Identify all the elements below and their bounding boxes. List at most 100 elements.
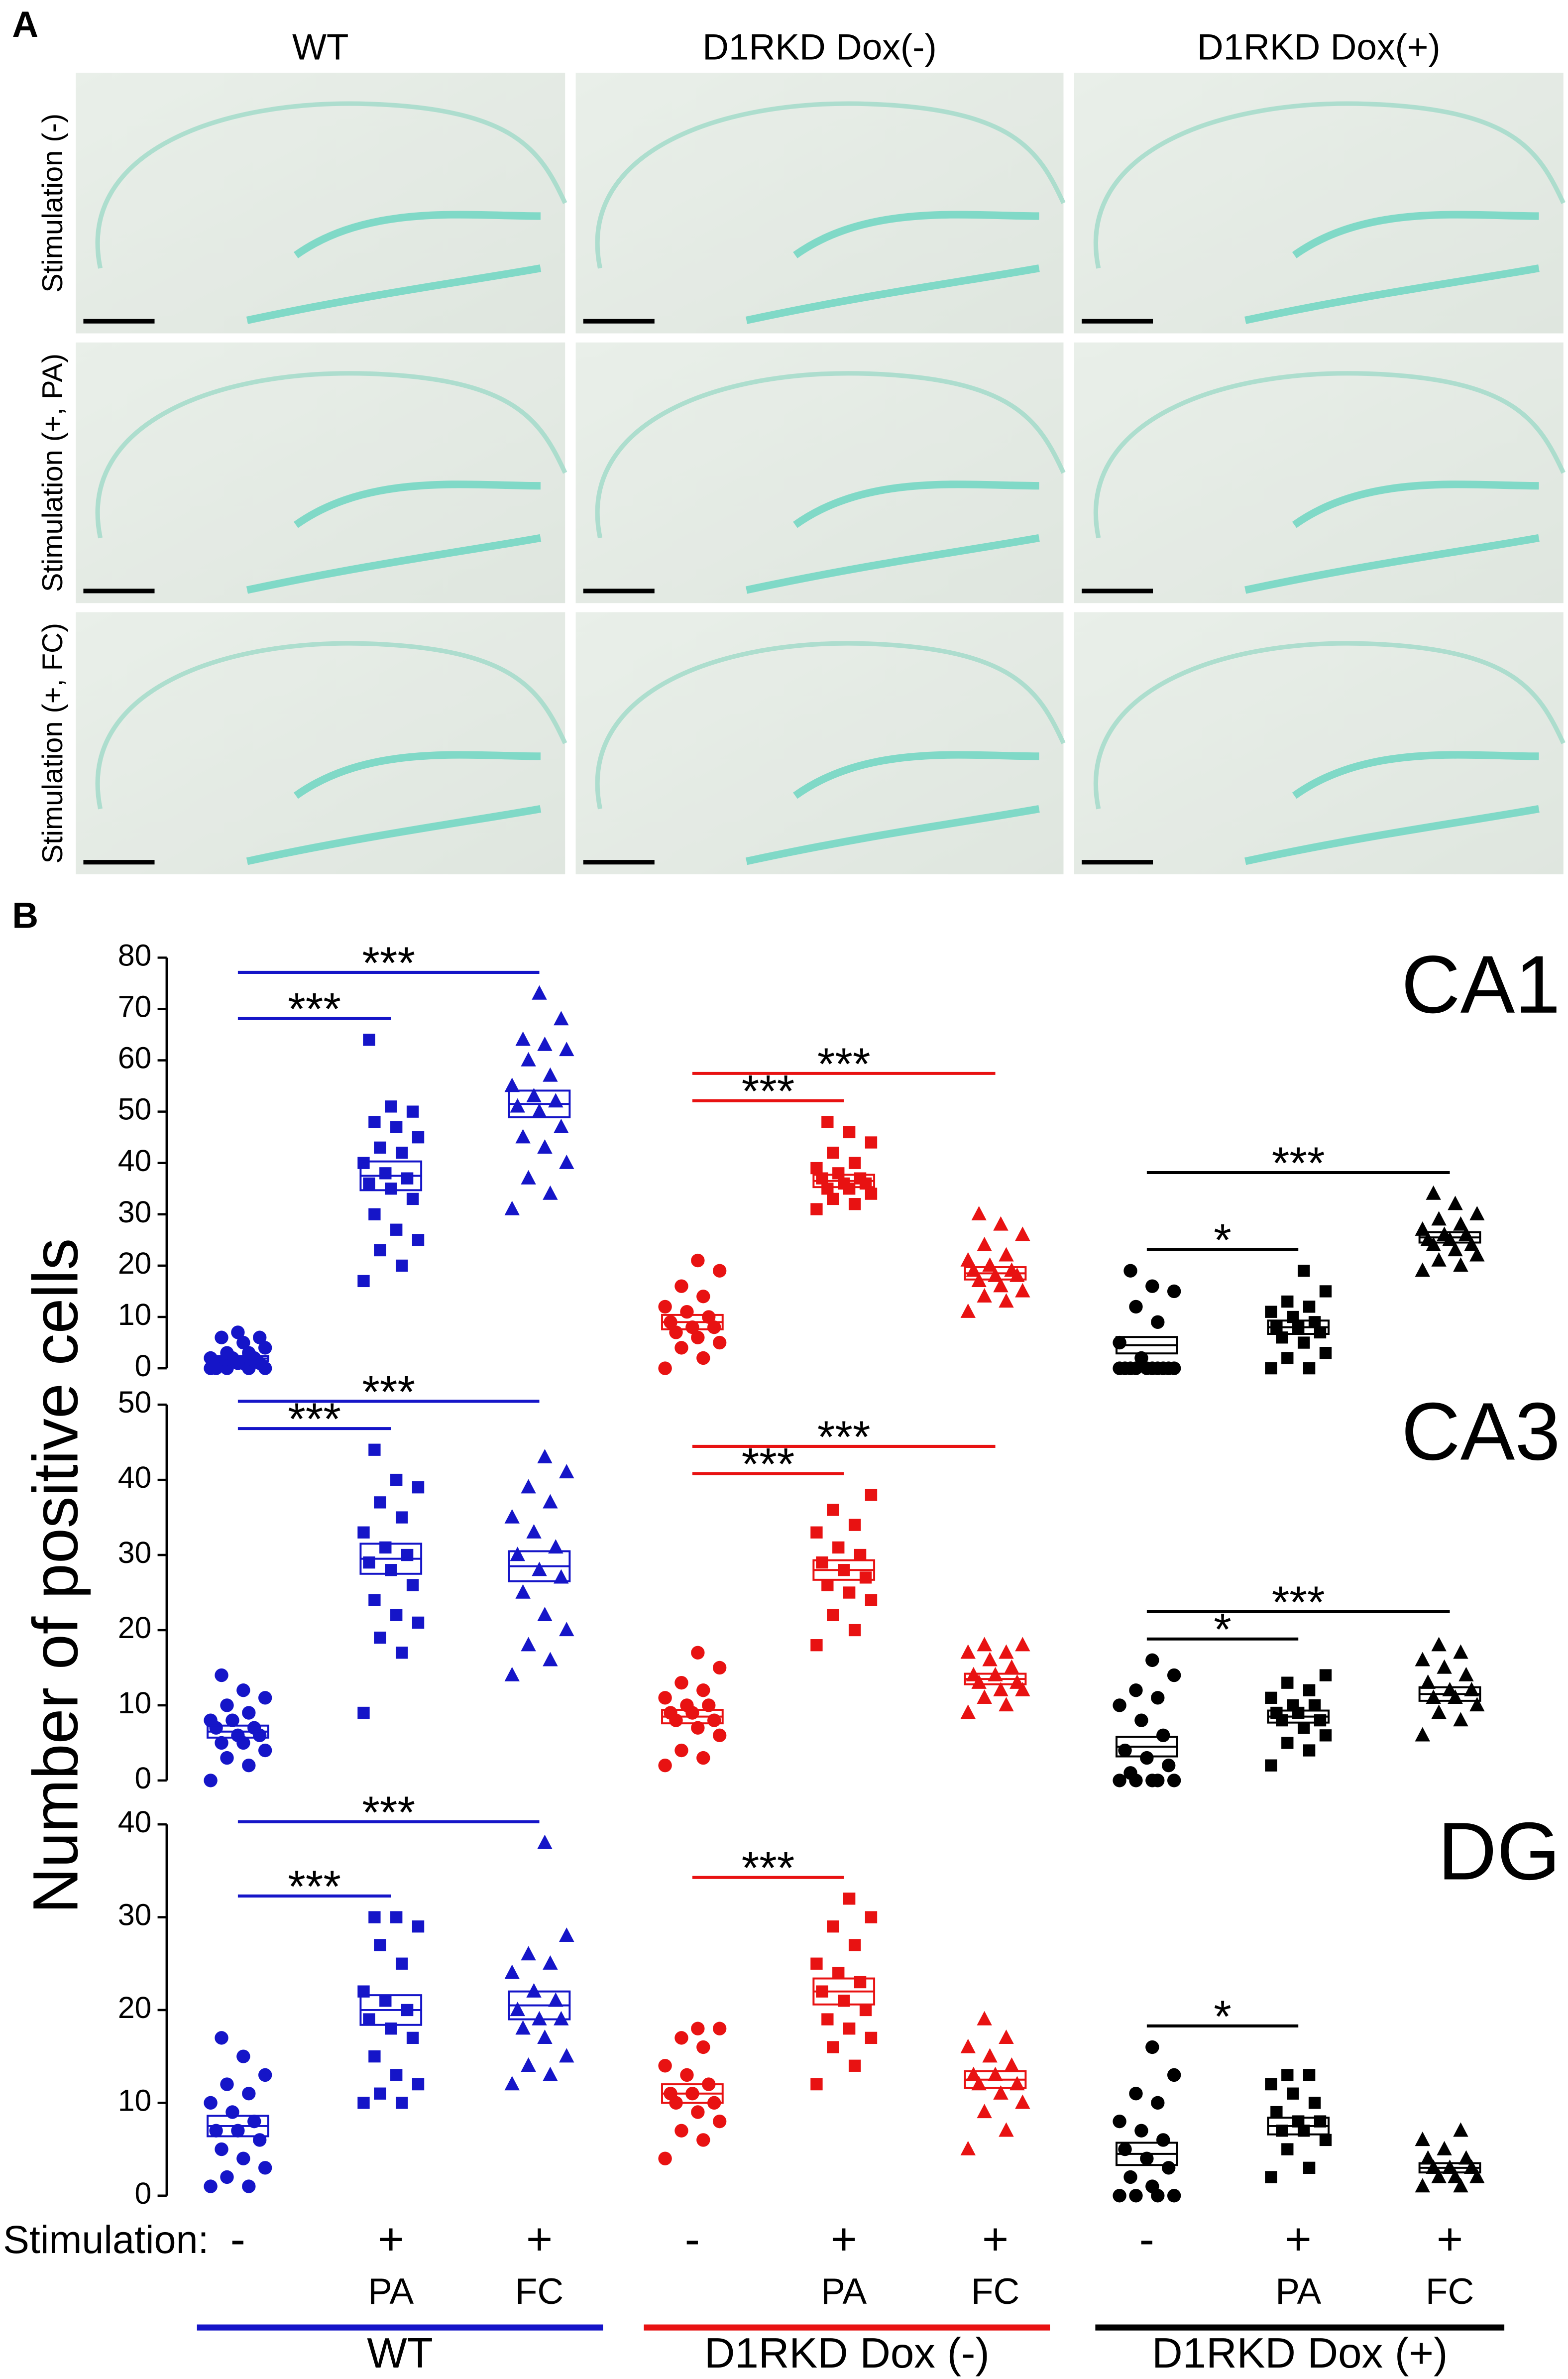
data-point xyxy=(559,1622,574,1637)
data-point xyxy=(368,1443,381,1456)
data-point xyxy=(821,1116,834,1128)
data-point xyxy=(843,2022,856,2035)
y-tick-label: 0 xyxy=(135,1761,152,1795)
data-point xyxy=(1113,2189,1126,2203)
data-point xyxy=(258,1341,272,1355)
data-point xyxy=(236,2151,250,2165)
data-point xyxy=(374,1631,386,1644)
data-point xyxy=(1453,2178,1468,2193)
data-point xyxy=(1281,1737,1294,1749)
data-point xyxy=(379,1995,392,2007)
significance-label: *** xyxy=(742,1843,795,1894)
data-point xyxy=(1265,2171,1277,2183)
data-point xyxy=(220,1751,234,1765)
data-point xyxy=(1464,1682,1479,1696)
y-tick-label: 80 xyxy=(118,938,152,972)
micrograph xyxy=(1074,342,1564,603)
y-tick-label: 40 xyxy=(118,1460,152,1494)
data-point xyxy=(247,1721,261,1735)
data-point xyxy=(543,1067,558,1082)
data-point xyxy=(532,1103,547,1118)
data-point xyxy=(204,1713,218,1727)
data-point xyxy=(204,2179,218,2193)
dg-layer xyxy=(246,480,542,594)
data-point xyxy=(1009,2076,1025,2091)
data-point xyxy=(1431,1637,1447,1652)
ca-layer xyxy=(95,371,567,539)
data-point xyxy=(363,1177,375,1190)
data-point xyxy=(1308,1316,1321,1328)
data-point xyxy=(1464,1236,1479,1251)
y-tick-label: 10 xyxy=(118,2083,152,2117)
data-point xyxy=(532,1561,547,1576)
data-point xyxy=(258,1691,272,1705)
dg-layer xyxy=(1244,751,1540,865)
data-point xyxy=(209,1361,223,1375)
data-point xyxy=(406,1579,419,1591)
data-point xyxy=(674,1743,688,1758)
data-point xyxy=(832,1541,845,1554)
data-point xyxy=(215,2142,228,2156)
data-point xyxy=(357,1275,370,1288)
data-point xyxy=(664,1706,677,1720)
data-point xyxy=(412,1616,425,1629)
data-point xyxy=(848,1198,861,1210)
significance-label: * xyxy=(1214,1991,1232,2042)
data-point xyxy=(1145,2179,1159,2193)
micrograph xyxy=(76,612,565,874)
data-point xyxy=(554,1569,569,1584)
data-point xyxy=(504,1077,520,1092)
data-point xyxy=(827,1192,839,1205)
significance-label: *** xyxy=(362,1366,415,1417)
data-point xyxy=(390,2069,403,2081)
data-point xyxy=(1303,1744,1316,1757)
data-point xyxy=(395,2097,408,2109)
data-point xyxy=(412,1234,425,1246)
stimulation-label: + xyxy=(982,2214,1008,2264)
data-point xyxy=(515,1031,531,1046)
panel-label: B xyxy=(12,896,38,936)
data-point xyxy=(521,2057,536,2072)
data-point xyxy=(357,2097,370,2109)
data-point xyxy=(390,1911,403,1923)
data-point xyxy=(209,2124,223,2138)
data-point xyxy=(368,1116,381,1128)
data-point xyxy=(848,1939,861,1951)
region-title: CA1 xyxy=(1401,939,1561,1030)
data-point xyxy=(357,1157,370,1169)
data-point xyxy=(1281,2069,1294,2081)
data-point xyxy=(658,1361,672,1375)
row-label: Stimulation (+, FC) xyxy=(37,623,69,864)
data-point xyxy=(1415,1727,1430,1742)
data-point xyxy=(1113,1774,1126,1787)
data-point xyxy=(548,1992,563,2007)
condition-label: PA xyxy=(1275,2271,1321,2312)
data-point xyxy=(521,1170,536,1185)
ca-layer xyxy=(595,101,1066,269)
data-point xyxy=(1281,1295,1294,1308)
data-point xyxy=(810,1639,823,1652)
data-point xyxy=(1015,1283,1030,1298)
data-point xyxy=(204,1774,218,1787)
stimulation-label: + xyxy=(1285,2214,1312,2264)
y-tick-label: 20 xyxy=(118,1246,152,1280)
data-point xyxy=(258,2161,272,2175)
data-point xyxy=(1431,2168,1447,2183)
data-point xyxy=(1162,1759,1176,1773)
data-point xyxy=(543,1955,558,1970)
data-point xyxy=(368,1594,381,1606)
data-point xyxy=(1265,1306,1277,1318)
data-point xyxy=(827,1920,839,1933)
data-point xyxy=(537,1834,553,1849)
data-point xyxy=(1265,1691,1277,1704)
stimulation-label: - xyxy=(1139,2214,1154,2264)
ca-layer xyxy=(1093,101,1566,269)
data-point xyxy=(1151,1315,1165,1329)
data-point xyxy=(526,1524,542,1539)
data-point xyxy=(374,2087,386,2100)
y-tick-label: 0 xyxy=(135,2176,152,2210)
data-point xyxy=(680,1305,694,1319)
data-point xyxy=(1437,1659,1452,1674)
data-point xyxy=(691,1253,705,1268)
region-title: CA3 xyxy=(1401,1386,1561,1477)
